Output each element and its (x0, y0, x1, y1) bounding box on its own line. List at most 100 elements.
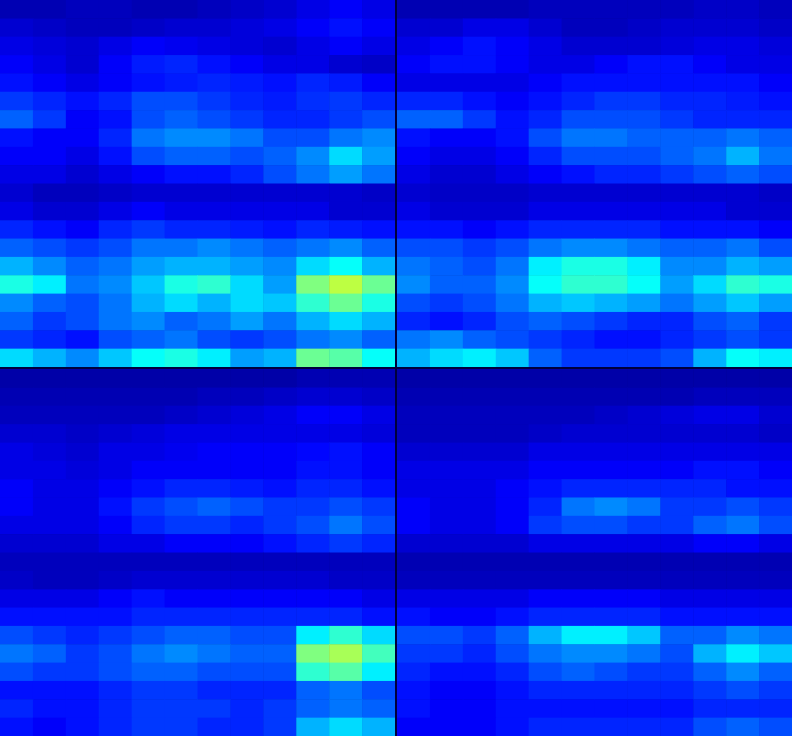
heatmap-cell (562, 626, 595, 645)
heatmap-cell (562, 644, 595, 663)
heatmap-cell (726, 37, 759, 56)
heatmap-cell (397, 626, 430, 645)
heatmap-cell (263, 479, 296, 498)
heatmap-cell (230, 589, 263, 608)
heatmap-cell (759, 18, 792, 37)
heatmap-cell (693, 294, 726, 313)
heatmap-cell (198, 147, 231, 166)
heatmap-cell (198, 424, 231, 443)
heatmap-cell (463, 369, 496, 388)
heatmap-cell (726, 608, 759, 627)
heatmap-cell (230, 257, 263, 276)
heatmap-cell (463, 681, 496, 700)
heatmap-cell (230, 387, 263, 406)
heatmap-cell (66, 608, 99, 627)
heatmap-cell (0, 626, 33, 645)
heatmap-cell (430, 294, 463, 313)
heatmap-cell (198, 128, 231, 147)
heatmap-cell (562, 110, 595, 129)
heatmap-cell (296, 165, 329, 184)
heatmap-cell (165, 110, 198, 129)
heatmap-cell (362, 424, 395, 443)
heatmap-cell (759, 165, 792, 184)
heatmap-cell (0, 128, 33, 147)
heatmap-cell (33, 184, 66, 203)
heatmap-cell (132, 406, 165, 425)
heatmap-cell (595, 73, 628, 92)
heatmap-cell (759, 294, 792, 313)
heatmap-cell (198, 330, 231, 349)
heatmap-cell (660, 37, 693, 56)
heatmap-cell (726, 479, 759, 498)
heatmap-cell (0, 275, 33, 294)
heatmap-cell (496, 681, 529, 700)
heatmap-cell (397, 553, 430, 572)
heatmap-cell (562, 553, 595, 572)
heatmap-cell (660, 294, 693, 313)
heatmap-cell (263, 424, 296, 443)
heatmap-cell (627, 184, 660, 203)
heatmap-cell (529, 73, 562, 92)
heatmap-cell (660, 349, 693, 367)
heatmap-cell (759, 589, 792, 608)
heatmap-cell (595, 92, 628, 111)
heatmap-cell (66, 18, 99, 37)
heatmap-cell (430, 220, 463, 239)
heatmap-cell (430, 239, 463, 258)
heatmap-cell (0, 147, 33, 166)
heatmap-cell (263, 55, 296, 74)
heatmap-cell (496, 202, 529, 221)
heatmap-cell (496, 165, 529, 184)
heatmap-cell (198, 387, 231, 406)
heatmap-cell (230, 626, 263, 645)
heatmap-cell (562, 424, 595, 443)
heatmap-cell (463, 424, 496, 443)
heatmap-cell (329, 330, 362, 349)
heatmap-cell (66, 330, 99, 349)
heatmap-cell (529, 461, 562, 480)
heatmap-cell (430, 571, 463, 590)
heatmap-cell (463, 92, 496, 111)
heatmap-cell (165, 0, 198, 19)
heatmap-cell (496, 147, 529, 166)
heatmap-cell (463, 479, 496, 498)
heatmap-cell (627, 406, 660, 425)
heatmap-cell (0, 349, 33, 367)
heatmap-cell (296, 92, 329, 111)
heatmap-cell (33, 461, 66, 480)
heatmap-cell (463, 128, 496, 147)
heatmap-cell (230, 608, 263, 627)
heatmap-cell (99, 18, 132, 37)
heatmap-cell (165, 497, 198, 516)
heatmap-cell (595, 626, 628, 645)
heatmap-cell (726, 681, 759, 700)
heatmap-cell (362, 534, 395, 553)
heatmap-cell (529, 681, 562, 700)
heatmap-cell (362, 699, 395, 718)
heatmap-cell (0, 18, 33, 37)
heatmap-cell (693, 626, 726, 645)
heatmap-cell (198, 0, 231, 19)
heatmap-cell (198, 275, 231, 294)
heatmap-cell (693, 312, 726, 331)
heatmap-cell (562, 387, 595, 406)
heatmap-cell (660, 424, 693, 443)
heatmap-cell (693, 147, 726, 166)
heatmap-cell (99, 239, 132, 258)
heatmap-cell (397, 110, 430, 129)
heatmap-cell (329, 442, 362, 461)
heatmap-cell (230, 128, 263, 147)
heatmap-cell (263, 239, 296, 258)
heatmap-cell (165, 128, 198, 147)
heatmap-cell (132, 424, 165, 443)
heatmap-cell (529, 184, 562, 203)
heatmap-cell (230, 165, 263, 184)
heatmap-cell (362, 442, 395, 461)
heatmap-cell (66, 257, 99, 276)
heatmap-cell (562, 147, 595, 166)
heatmap-cell (0, 553, 33, 572)
heatmap-cell (463, 461, 496, 480)
heatmap-cell (263, 626, 296, 645)
heatmap-cell (230, 275, 263, 294)
heatmap-cell (33, 626, 66, 645)
